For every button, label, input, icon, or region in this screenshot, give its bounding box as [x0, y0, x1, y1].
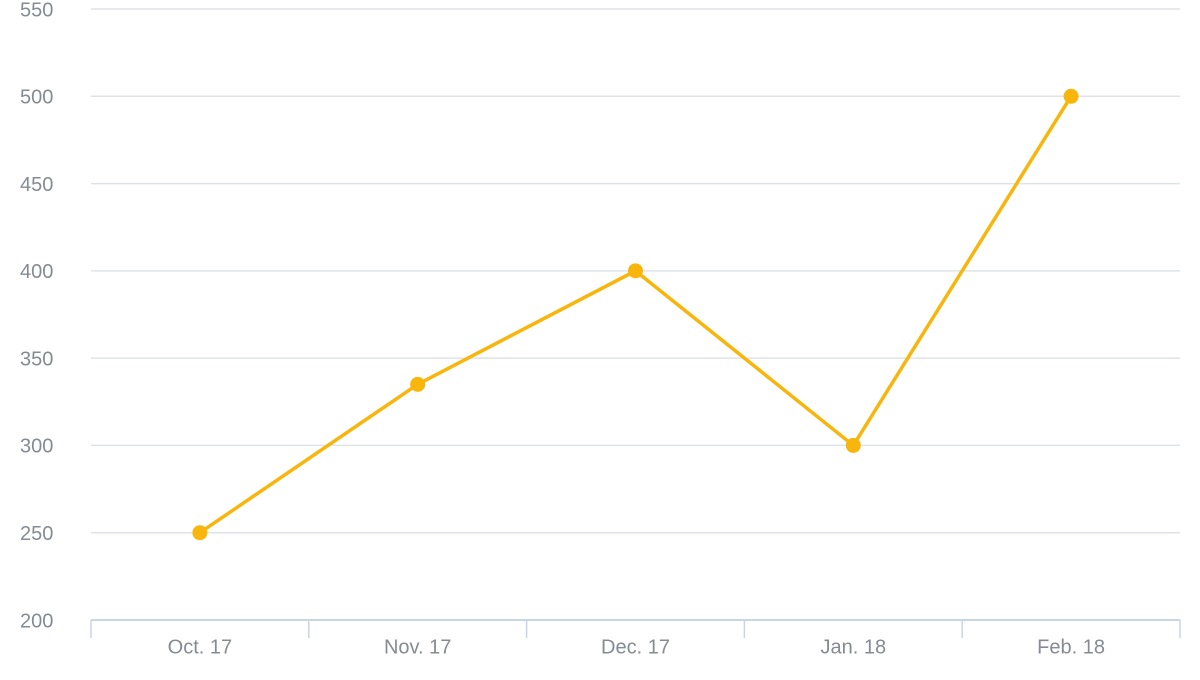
- y-tick-label: 300: [20, 436, 53, 458]
- y-tick-label: 250: [20, 523, 53, 545]
- y-tick-label: 550: [20, 0, 53, 21]
- x-tick-label: Nov. 17: [384, 636, 451, 658]
- data-point: [192, 525, 208, 541]
- data-point: [845, 437, 861, 453]
- x-tick-label: Dec. 17: [601, 636, 670, 658]
- y-tick-label: 350: [20, 348, 53, 370]
- x-tick-label: Oct. 17: [168, 636, 232, 658]
- data-point: [628, 263, 643, 279]
- y-tick-label: 500: [20, 87, 53, 109]
- x-tick-label: Jan. 18: [820, 636, 886, 658]
- series-line: [198, 95, 1073, 535]
- y-tick-label: 200: [20, 610, 53, 632]
- y-tick-label: 450: [20, 174, 53, 196]
- data-point: [1063, 88, 1079, 104]
- x-tick-label: Feb. 18: [1037, 636, 1105, 658]
- data-point: [410, 376, 426, 392]
- y-tick-label: 400: [20, 261, 53, 283]
